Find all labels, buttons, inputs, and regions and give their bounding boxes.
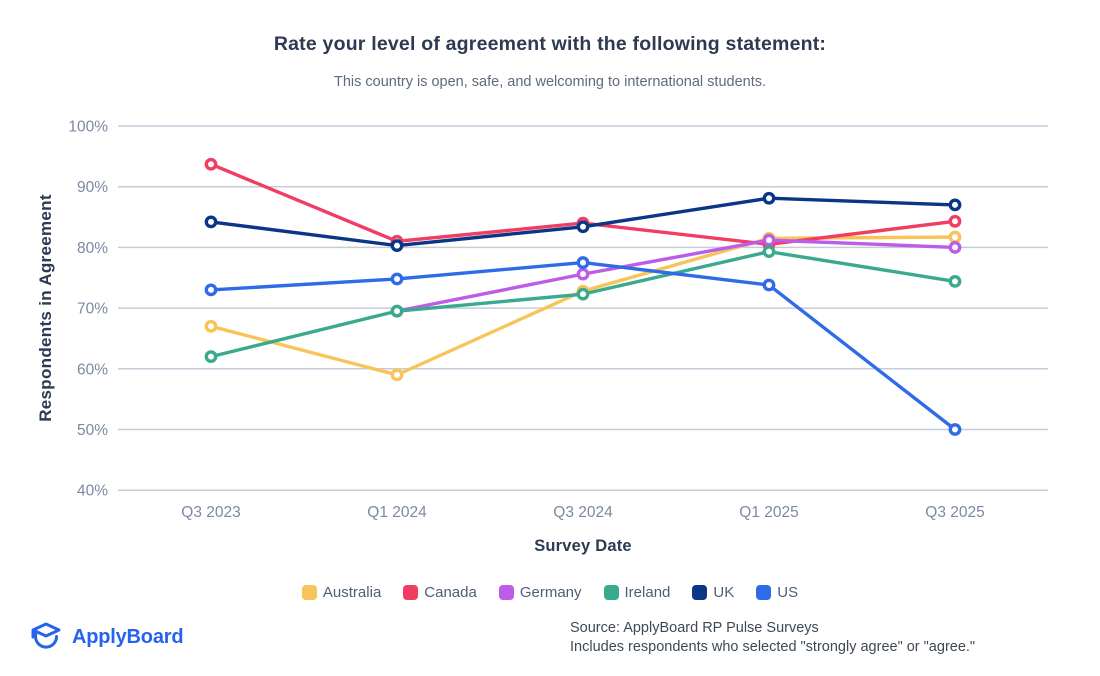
- legend-swatch-australia: [301, 585, 317, 600]
- line-chart: 100% 90% 80% 70% 60% 50% 40% Q3 2023 Q1 2024 Q3 2…: [68, 119, 1048, 521]
- y-tick-label: 40%: [77, 483, 108, 500]
- legend-label: Germany: [519, 584, 582, 601]
- data-point-germany: [576, 267, 590, 281]
- applyboard-logo: ApplyBoard: [28, 620, 184, 654]
- data-point-ireland: [390, 304, 404, 318]
- data-point-germany: [948, 240, 962, 254]
- series-line-germany: [395, 238, 957, 313]
- data-point-ireland: [948, 274, 962, 288]
- y-tick-label: 70%: [77, 301, 108, 318]
- legend-item-us: US: [756, 584, 798, 601]
- x-tick-label: Q1 2025: [739, 504, 798, 521]
- legend-label: US: [777, 584, 799, 601]
- legend-item-uk: UK: [692, 584, 734, 601]
- y-tick-label: 60%: [77, 361, 108, 378]
- data-point-australia: [204, 319, 218, 333]
- data-point-us: [204, 283, 218, 297]
- x-tick-label: Q3 2023: [181, 504, 240, 521]
- data-point-canada: [948, 214, 962, 228]
- chart-subtitle: This country is open, safe, and welcomin…: [333, 74, 767, 90]
- legend-item-canada: Canada: [403, 584, 477, 601]
- data-point-ireland: [762, 245, 776, 259]
- x-tick-label: Q3 2025: [925, 504, 984, 521]
- data-point-uk: [390, 239, 404, 252]
- y-tick-label: 100%: [68, 119, 108, 136]
- y-tick-label: 80%: [77, 240, 108, 257]
- legend-item-germany: Germany: [498, 584, 582, 601]
- data-point-uk: [762, 191, 776, 205]
- legend-label: Ireland: [624, 584, 671, 601]
- data-point-australia: [948, 230, 962, 244]
- x-tick-label: Q1 2024: [367, 504, 427, 521]
- legend-swatch-ireland: [603, 585, 619, 600]
- source-line-2: Includes respondents who selected "stron…: [570, 639, 976, 655]
- chart-title: Rate your level of agreement with the fo…: [273, 33, 827, 55]
- data-point-us: [948, 423, 962, 436]
- data-point-uk: [204, 215, 218, 229]
- data-point-uk: [948, 198, 962, 212]
- legend-swatch-canada: [403, 585, 419, 600]
- data-point-ireland: [576, 287, 590, 301]
- x-tick-label: Q3 2024: [553, 504, 613, 521]
- y-tick-label: 90%: [77, 179, 108, 196]
- source-text: Source: ApplyBoard RP Pulse Surveys Incl…: [570, 619, 975, 657]
- data-point-us: [390, 272, 404, 286]
- data-point-us: [762, 278, 776, 292]
- data-point-australia: [390, 368, 404, 382]
- legend-label: Australia: [322, 584, 382, 601]
- applyboard-logo-text: ApplyBoard: [72, 625, 184, 648]
- legend: Australia Canada Germany Ireland UK US: [0, 584, 1100, 601]
- legend-swatch-us: [756, 585, 772, 600]
- data-point-us: [576, 256, 590, 269]
- y-tick-label: 50%: [77, 422, 108, 439]
- data-point-canada: [204, 157, 218, 171]
- legend-label: Canada: [424, 584, 477, 601]
- data-point-germany: [762, 233, 776, 247]
- data-point-uk: [576, 220, 590, 234]
- legend-swatch-uk: [692, 585, 708, 600]
- y-axis-title-text: Respondents in Agreement: [36, 194, 56, 422]
- applyboard-logo-icon: [31, 622, 61, 649]
- legend-label: UK: [713, 584, 735, 601]
- legend-item-ireland: Ireland: [603, 584, 671, 601]
- legend-item-australia: Australia: [301, 584, 382, 601]
- legend-swatch-germany: [498, 585, 514, 600]
- data-point-ireland: [204, 350, 218, 364]
- source-line-1: Source: ApplyBoard RP Pulse Surveys: [570, 620, 819, 636]
- x-axis-title: Survey Date: [534, 537, 632, 555]
